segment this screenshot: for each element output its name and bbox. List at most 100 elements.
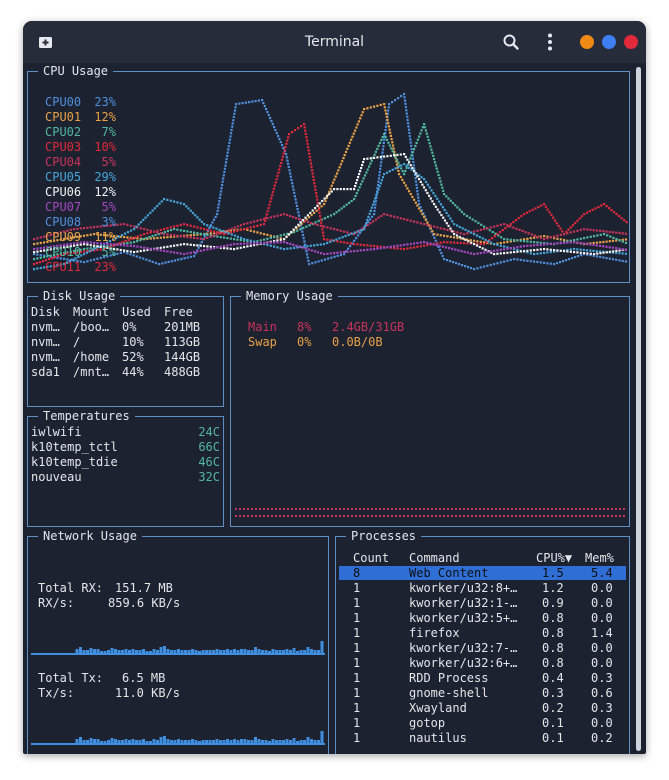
cpu-graph-dot	[126, 236, 129, 239]
cpu-graph-dot	[396, 216, 399, 219]
cpu-graph-dot	[405, 109, 408, 112]
cpu-graph-dot	[203, 245, 206, 248]
cpu-graph-dot	[442, 216, 445, 219]
cpu-graph-dot	[79, 241, 82, 244]
cpu-core-name: CPU06	[45, 185, 82, 199]
selected-process-row[interactable]	[339, 566, 626, 580]
cpu-graph-dot	[119, 248, 122, 252]
cpu-graph-dot	[489, 226, 492, 229]
cpu-graph-dot	[599, 229, 602, 232]
cpu-graph-dot	[339, 188, 342, 191]
cpu-graph-dot	[33, 253, 36, 256]
cpu-graph-dot	[348, 141, 351, 144]
temperature-value: 24C	[198, 425, 220, 439]
cpu-graph-dot	[338, 209, 341, 212]
disk-usage-panel: Disk Usage	[27, 289, 224, 407]
cpu-graph-dot	[153, 207, 156, 210]
cpu-graph-dot	[169, 235, 172, 238]
cpu-graph-dot	[351, 242, 354, 245]
cpu-graph-dot	[608, 207, 611, 210]
cpu-graph-dot	[481, 237, 484, 240]
network-bar	[313, 740, 317, 743]
cpu-graph-dot	[288, 169, 291, 172]
cpu-graph-dot	[354, 129, 357, 132]
cpu-graph-dot	[387, 141, 390, 144]
disk-cell: /boo…	[73, 320, 110, 334]
cpu-graph-dot	[469, 252, 473, 255]
cpu-graph-dot	[451, 201, 455, 205]
cpu-graph-dot	[423, 123, 426, 126]
cpu-graph-dot	[63, 238, 66, 241]
network-bar	[156, 740, 159, 743]
cpu-graph-dot	[509, 225, 512, 228]
cpu-graph-dot	[138, 256, 142, 259]
cpu-graph-dot	[389, 134, 392, 137]
cpu-graph-dot	[66, 229, 69, 232]
cpu-graph-dot	[290, 178, 293, 182]
cpu-graph-dot	[142, 238, 145, 241]
cpu-graph-dot	[382, 141, 385, 144]
cpu-graph-dot	[429, 227, 432, 230]
cpu-graph-dot	[59, 246, 62, 249]
cpu-graph-dot	[579, 248, 582, 251]
cpu-graph-dot	[487, 240, 490, 243]
cpu-graph-dot	[400, 95, 403, 98]
cpu-graph-dot	[533, 260, 536, 263]
cpu-graph-dot	[569, 231, 572, 234]
cpu-graph-dot	[46, 240, 49, 243]
cpu-graph-dot	[566, 250, 569, 253]
cpu-graph-dot	[479, 266, 482, 269]
disk-cell: sda1	[31, 365, 60, 379]
cpu-graph-dot	[143, 233, 146, 236]
scrollbar[interactable]	[636, 67, 641, 751]
total-tx-label: Total Tx:	[38, 671, 104, 685]
cpu-graph-dot	[412, 164, 415, 167]
disk-cell: 10%	[122, 335, 144, 349]
cpu-graph-dot	[555, 222, 558, 225]
network-bar	[166, 649, 170, 653]
cpu-graph-dot	[345, 250, 348, 253]
cpu-graph-dot	[452, 261, 455, 264]
cpu-graph-dot	[611, 246, 614, 249]
cpu-graph-dot	[43, 249, 46, 252]
search-icon[interactable]	[501, 32, 521, 52]
cpu-graph-dot	[413, 242, 416, 245]
cpu-graph-dot	[466, 238, 469, 241]
cpu-graph-dot	[467, 230, 470, 233]
cpu-graph-dot	[416, 204, 419, 207]
terminal-content[interactable]: CPU Usage CPU00 23% CPU01 12% CPU02 7% CPU03 10…	[23, 63, 635, 754]
maximize-button[interactable]	[602, 35, 616, 49]
cpu-graph-dot	[129, 250, 132, 253]
minimize-button[interactable]	[580, 35, 594, 49]
cpu-graph-dot	[411, 151, 414, 154]
cpu-graph-dot	[403, 163, 406, 166]
cpu-graph-dot	[299, 228, 302, 231]
cpu-graph-dot	[387, 109, 390, 112]
memory-amount: 0.0B/0B	[332, 335, 383, 349]
cpu-graph-dot	[359, 249, 362, 252]
cpu-graph-dot	[426, 183, 429, 186]
disk-column-header: Free	[164, 305, 193, 319]
cpu-graph-dot	[351, 135, 354, 138]
cpu-graph-dot	[65, 261, 69, 264]
cpu-graph-dot	[148, 259, 151, 262]
cpu-graph-dot	[208, 227, 211, 230]
network-bar	[201, 740, 205, 743]
cpu-graph-dot	[316, 198, 319, 201]
cpu-graph-dot	[389, 214, 392, 217]
cpu-graph-dot	[199, 227, 202, 230]
cpu-graph-dot	[509, 240, 512, 243]
cpu-graph-dot	[369, 218, 372, 221]
cpu-graph-dot	[350, 199, 353, 203]
terminal-window: Terminal CPU Usage CPU00 23% CPU01 12% CPU02…	[23, 21, 646, 754]
close-button[interactable]	[624, 35, 638, 49]
cpu-graph-dot	[449, 235, 452, 238]
cpu-graph-dot	[353, 188, 356, 191]
cpu-graph-dot	[326, 226, 329, 229]
kebab-menu-icon[interactable]	[540, 32, 560, 52]
cpu-graph-dot	[546, 235, 549, 238]
cpu-graph-dot	[153, 248, 156, 251]
cpu-graph-dot	[56, 239, 59, 242]
new-tab-icon[interactable]	[37, 33, 55, 51]
cpu-graph-dot	[546, 208, 549, 211]
